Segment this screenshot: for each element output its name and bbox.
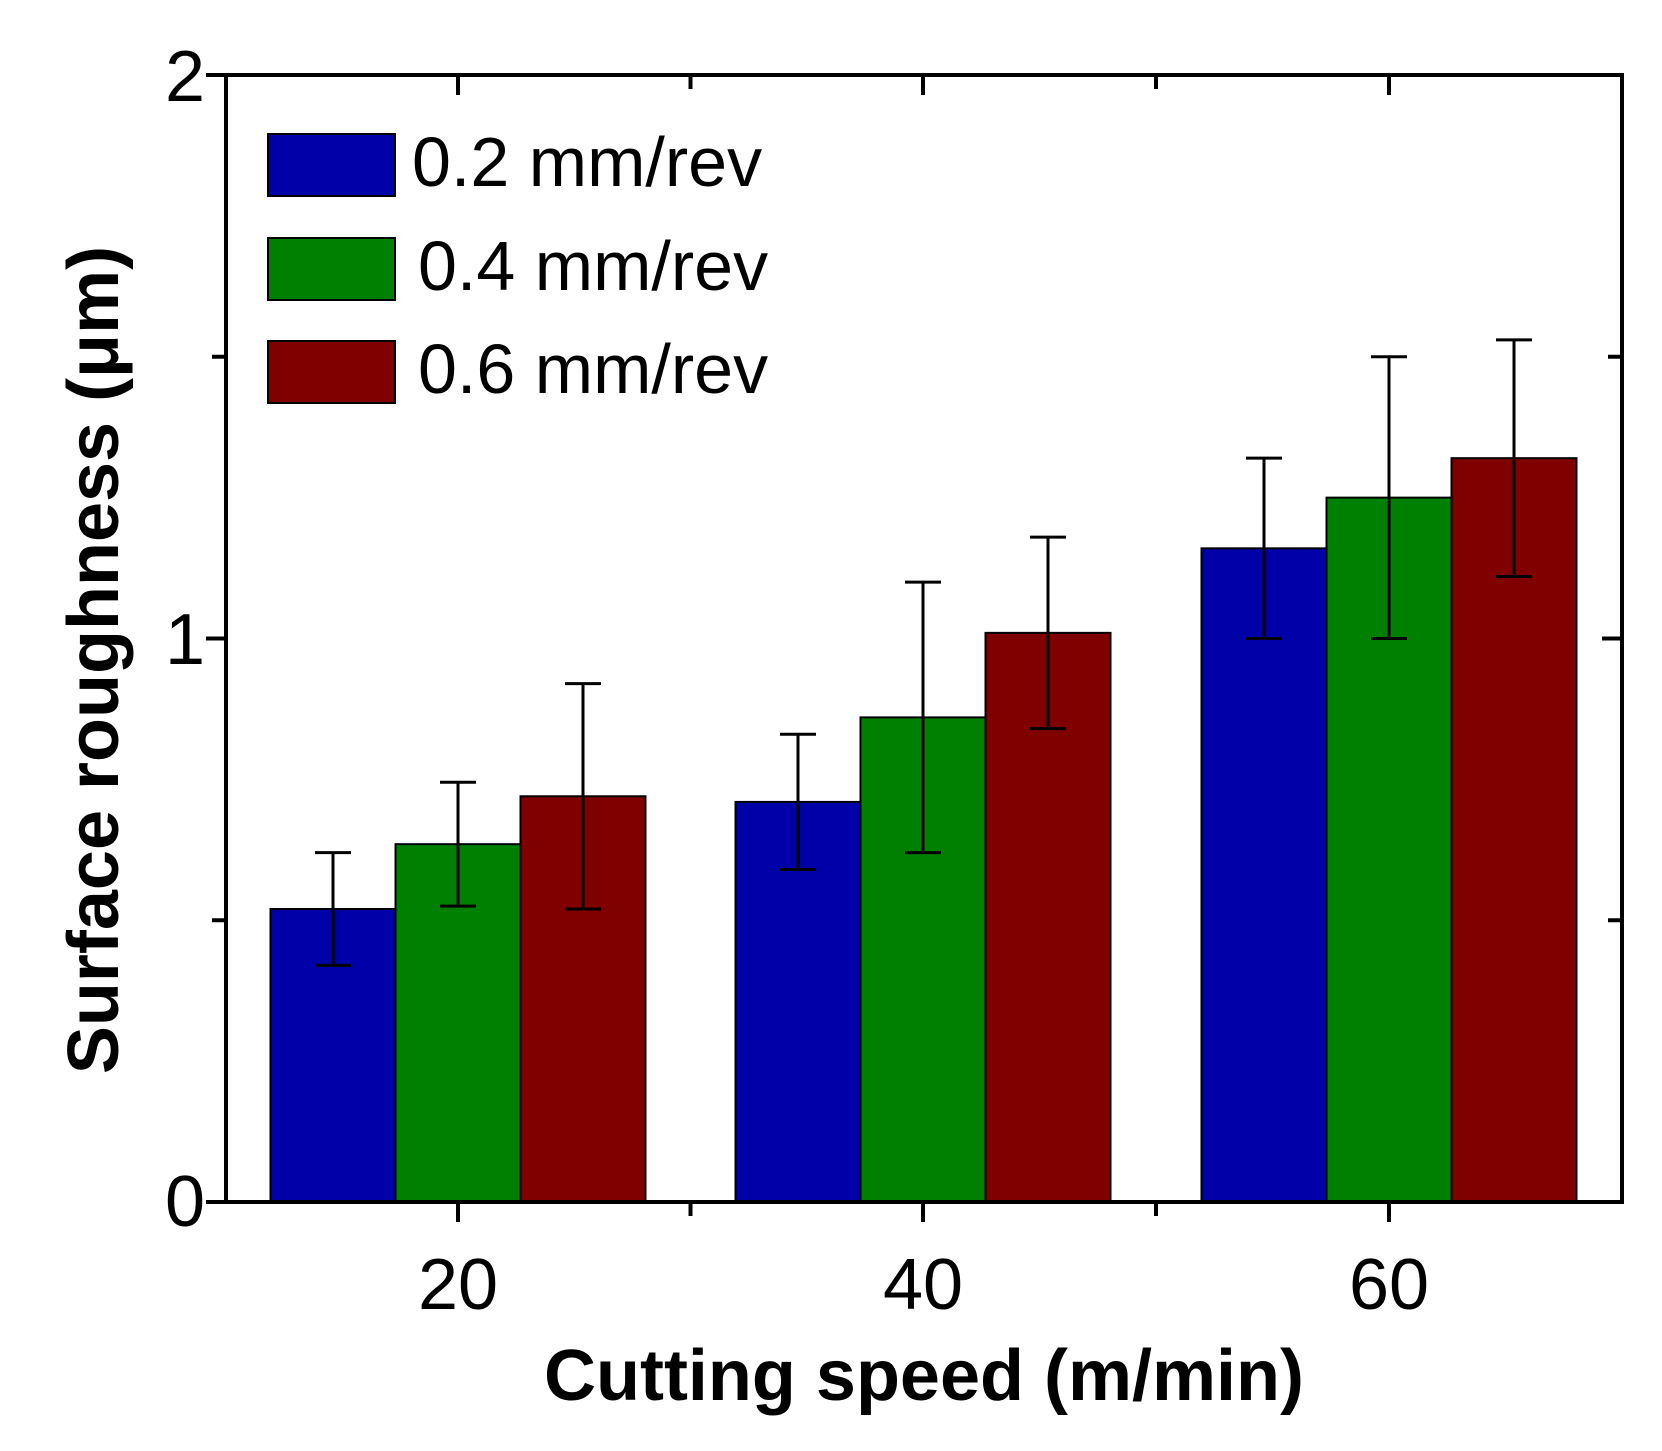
y-axis-title: Surface roughness (μm) xyxy=(54,246,134,1074)
legend-label-0.4: 0.4 mm/rev xyxy=(418,227,768,305)
y-tick-label-0: 0 xyxy=(165,1162,205,1242)
error-bar-0.2-20 xyxy=(315,851,351,967)
error-bar-0.2-60 xyxy=(1246,456,1282,640)
x-tick-label-60: 60 xyxy=(1349,1245,1429,1325)
x-axis-title: Cutting speed (m/min) xyxy=(544,1336,1304,1416)
error-bar-0.6-40 xyxy=(1030,535,1066,731)
legend-label-0.2: 0.2 mm/rev xyxy=(412,123,762,201)
legend-label-0.6: 0.6 mm/rev xyxy=(418,330,768,408)
error-bar-0.4-60 xyxy=(1371,355,1407,640)
error-bars-layer xyxy=(315,338,1532,967)
error-bar-0.6-20 xyxy=(565,682,601,911)
legend-swatch-0.2 xyxy=(267,133,396,197)
error-bar-0.6-60 xyxy=(1496,338,1532,579)
error-bar-0.2-40 xyxy=(780,732,816,872)
error-bar-0.4-40 xyxy=(905,580,941,855)
legend-swatch-0.4 xyxy=(267,237,396,301)
bar-0.2-60 xyxy=(1200,547,1328,1203)
x-tick-label-40: 40 xyxy=(883,1245,963,1325)
error-bar-0.4-20 xyxy=(440,780,476,908)
legend: 0.2 mm/rev 0.4 mm/rev 0.6 mm/rev xyxy=(267,123,768,408)
y-tick-label-1: 1 xyxy=(165,600,205,680)
axis-ticks xyxy=(206,73,1622,1222)
y-tick-label-2: 2 xyxy=(165,37,205,117)
x-tick-label-20: 20 xyxy=(418,1245,498,1325)
legend-swatch-0.6 xyxy=(267,340,396,404)
